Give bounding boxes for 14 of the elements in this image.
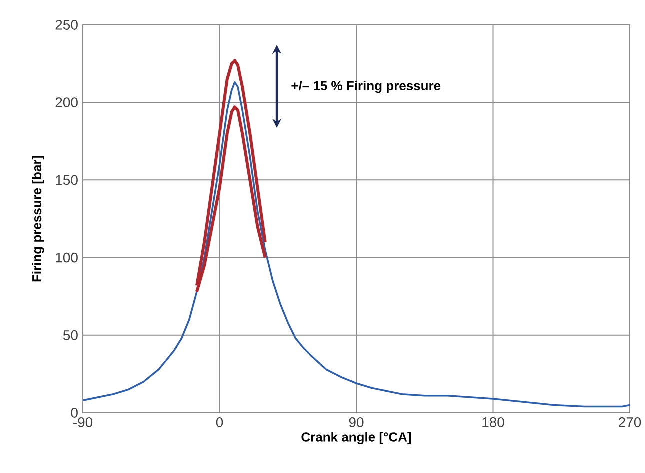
y-axis-title: Firing pressure [bar] <box>32 156 44 282</box>
y-tick-label: 100 <box>56 252 78 263</box>
y-tick-label: 0 <box>71 408 78 418</box>
x-tick-label: 180 <box>482 418 504 428</box>
x-axis-title: Crank angle [°CA] <box>302 432 412 444</box>
y-tick-label: 150 <box>56 175 78 186</box>
x-tick-label: 90 <box>349 418 364 428</box>
y-tick-label: 200 <box>56 98 78 108</box>
x-tick-label: 0 <box>216 418 224 428</box>
y-tick-label: 50 <box>63 330 78 340</box>
x-tick-label: -90 <box>74 418 93 428</box>
y-tick-label: 250 <box>56 20 78 30</box>
x-tick-label: 270 <box>619 418 642 428</box>
annotation: +/– 15 % Firing pressure <box>292 80 441 94</box>
